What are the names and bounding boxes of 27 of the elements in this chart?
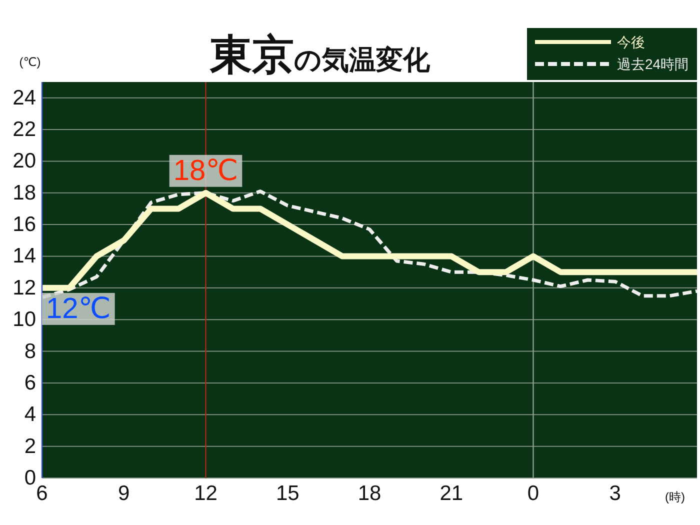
y-tick-label: 14 xyxy=(12,244,36,268)
y-tick-label: 16 xyxy=(12,213,36,236)
y-axis-title: (℃) xyxy=(19,55,41,69)
y-tick-label: 18 xyxy=(12,181,36,204)
y-tick-label: 2 xyxy=(24,434,36,458)
x-tick-label: 12 xyxy=(194,482,218,505)
y-tick-label: 0 xyxy=(24,466,36,490)
annotation: 12℃ xyxy=(42,292,115,325)
x-tick-label: 18 xyxy=(358,482,382,505)
x-axis-title: (時) xyxy=(665,490,685,504)
legend-label: 過去24時間 xyxy=(617,56,689,72)
y-tick-label: 8 xyxy=(24,340,36,363)
title: 東京の気温変化 xyxy=(210,31,430,78)
x-tick-label: 9 xyxy=(118,482,130,505)
annotation: 18℃ xyxy=(169,154,242,187)
y-tick-label: 4 xyxy=(24,403,36,426)
y-tick-label: 22 xyxy=(12,118,36,142)
x-tick-label: 0 xyxy=(527,482,540,505)
y-tick-label: 20 xyxy=(12,150,36,173)
legend-label: 今後 xyxy=(617,34,645,50)
y-tick-label: 12 xyxy=(12,276,36,300)
y-tick-label: 24 xyxy=(12,86,36,110)
x-tick-label: 3 xyxy=(609,482,621,505)
x-tick-label: 15 xyxy=(276,482,300,505)
y-tick-label: 6 xyxy=(24,371,36,394)
y-tick-label: 10 xyxy=(12,308,36,332)
x-tick-label: 21 xyxy=(440,482,464,505)
